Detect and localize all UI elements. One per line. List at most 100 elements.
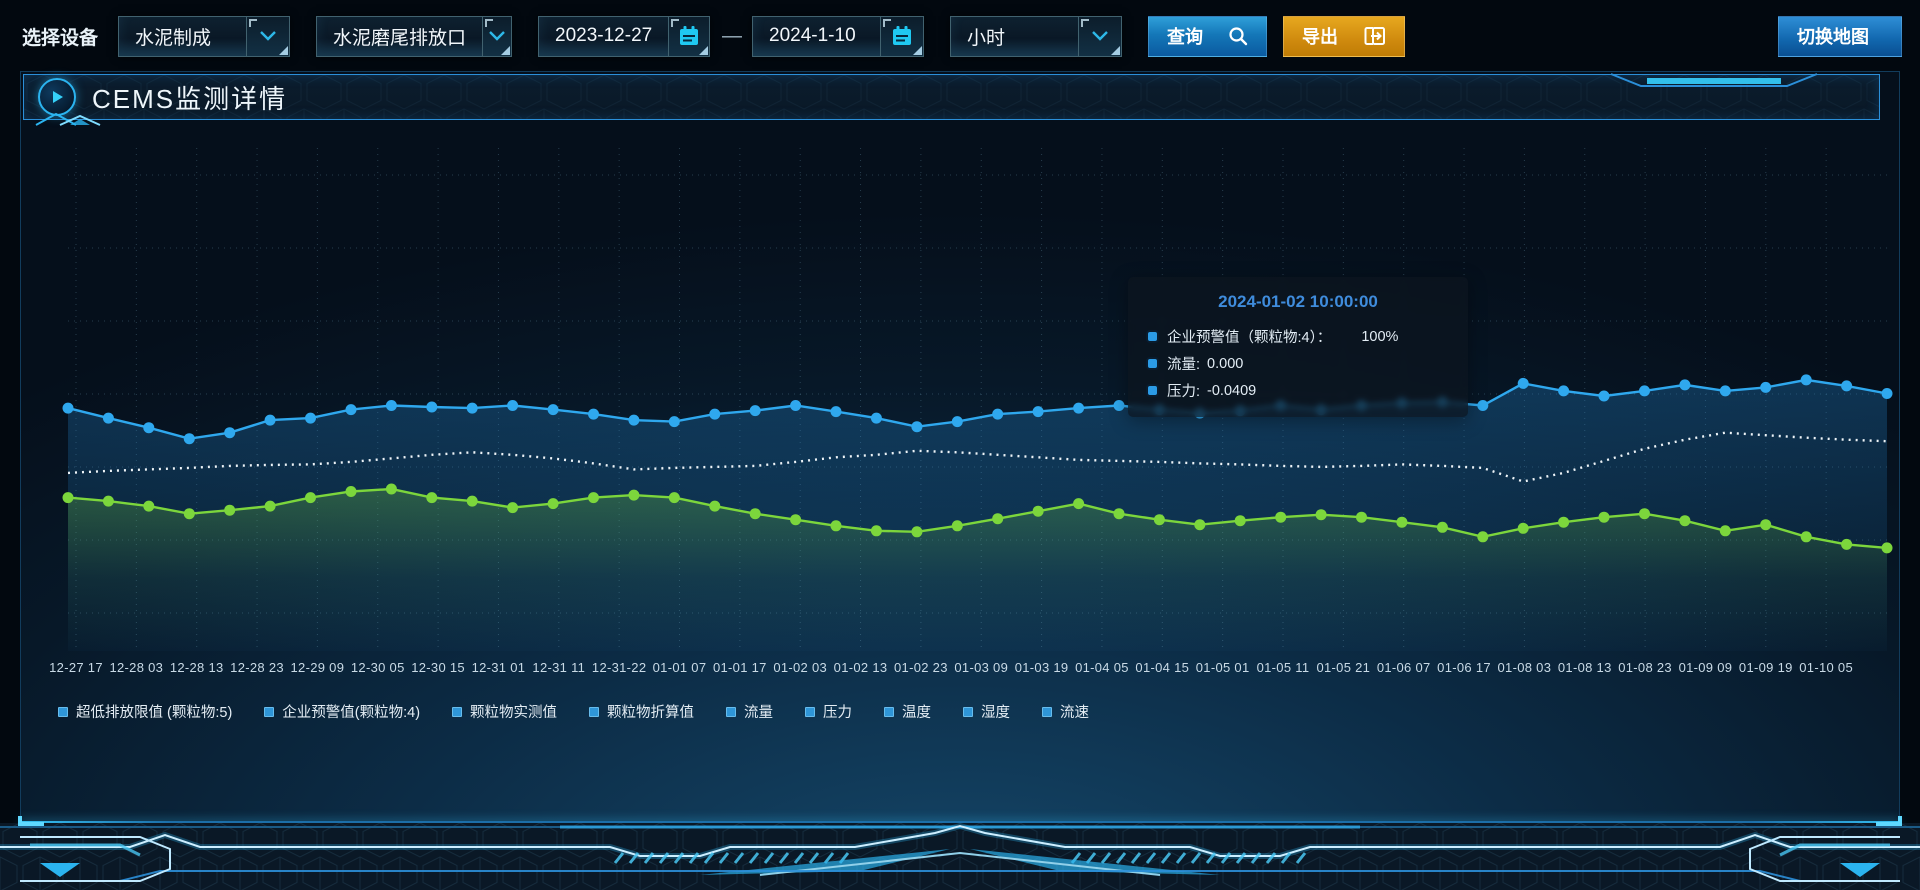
data-point[interactable] [1356,400,1367,411]
data-point[interactable] [1679,379,1691,391]
data-point[interactable] [1356,511,1367,523]
data-point[interactable] [1639,508,1650,520]
interval-dropdown[interactable]: 小时 [950,15,1123,57]
export-button[interactable]: 导出 [1283,15,1406,57]
data-point[interactable] [143,500,155,512]
data-point[interactable] [790,400,802,411]
data-point[interactable] [1881,388,1893,399]
data-point[interactable] [1234,405,1246,417]
legend-item[interactable]: 压力 [805,701,852,722]
data-point[interactable] [1477,531,1489,543]
data-point[interactable] [507,502,519,514]
data-point[interactable] [466,495,478,507]
data-point[interactable] [102,495,114,507]
query-button[interactable]: 查询 [1148,15,1268,57]
data-point[interactable] [426,492,438,504]
data-point[interactable] [305,412,316,424]
data-point[interactable] [1436,521,1448,533]
data-point[interactable] [951,520,963,532]
data-point[interactable] [588,492,599,504]
data-point[interactable] [992,513,1004,525]
data-point[interactable] [224,504,236,516]
data-point[interactable] [1153,404,1165,416]
cems-chart[interactable] [62,148,1893,651]
legend-item[interactable]: 颗粒物折算值 [589,701,694,722]
data-point[interactable] [1194,407,1206,419]
data-point[interactable] [1679,515,1691,527]
data-point[interactable] [1517,522,1529,534]
data-point[interactable] [1396,516,1408,528]
data-point[interactable] [1113,508,1125,520]
data-point[interactable] [547,498,559,510]
calendar-icon[interactable] [668,15,711,57]
data-point[interactable] [507,400,519,411]
data-point[interactable] [668,416,680,428]
data-point[interactable] [1598,511,1610,523]
data-point[interactable] [1113,400,1125,411]
data-point[interactable] [1760,519,1772,531]
data-point[interactable] [62,492,74,504]
data-point[interactable] [911,421,923,433]
data-point[interactable] [749,405,761,417]
data-point[interactable] [1073,402,1085,414]
data-point[interactable] [1841,538,1853,550]
data-point[interactable] [466,402,478,414]
data-point[interactable] [183,508,195,520]
legend-item[interactable]: 流速 [1042,701,1089,722]
data-point[interactable] [102,412,114,424]
switch-map-button[interactable]: 切换地图 [1778,15,1902,57]
data-point[interactable] [183,433,195,445]
data-point[interactable] [911,526,923,538]
data-point[interactable] [1275,400,1287,411]
data-point[interactable] [1477,400,1489,411]
data-point[interactable] [1639,385,1650,397]
data-point[interactable] [264,414,276,426]
legend-item[interactable]: 超低排放限值 (颗粒物:5) [58,701,232,722]
data-point[interactable] [628,414,640,426]
data-point[interactable] [1032,505,1044,517]
data-point[interactable] [1032,406,1044,418]
legend-item[interactable]: 湿度 [963,701,1010,722]
data-point[interactable] [1315,509,1327,521]
data-point[interactable] [628,489,640,501]
data-point[interactable] [426,401,438,413]
data-point[interactable] [1760,381,1772,393]
data-point[interactable] [830,520,842,532]
legend-item[interactable]: 企业预警值(颗粒物:4) [264,701,420,722]
data-point[interactable] [305,492,316,504]
data-point[interactable] [1558,385,1570,397]
data-point[interactable] [1073,498,1085,510]
data-point[interactable] [951,416,963,428]
data-point[interactable] [1396,397,1408,409]
data-point[interactable] [1234,515,1246,527]
data-point[interactable] [385,400,397,411]
data-point[interactable] [1315,404,1327,416]
data-point[interactable] [547,404,559,416]
data-point[interactable] [345,404,357,416]
data-point[interactable] [1800,374,1812,386]
data-point[interactable] [1558,516,1570,528]
data-point[interactable] [1881,542,1893,554]
chevron-down-icon[interactable] [246,15,291,57]
start-date-picker[interactable]: 2023-12-27 [538,15,711,57]
data-point[interactable] [870,525,882,537]
data-point[interactable] [1194,519,1206,531]
data-point[interactable] [588,408,599,420]
data-point[interactable] [992,408,1004,420]
data-point[interactable] [1275,511,1287,523]
data-point[interactable] [709,408,721,420]
outlet-dropdown[interactable]: 水泥磨尾排放口 [316,15,513,57]
data-point[interactable] [668,492,680,504]
chevron-down-icon[interactable] [482,15,513,57]
data-point[interactable] [1436,396,1448,408]
data-point[interactable] [1719,525,1731,537]
data-point[interactable] [1153,514,1165,526]
data-point[interactable] [1800,531,1812,543]
end-date-picker[interactable]: 2024-1-10 [752,15,925,57]
device-dropdown[interactable]: 水泥制成 [118,15,291,57]
legend-item[interactable]: 流量 [726,701,773,722]
legend-item[interactable]: 温度 [884,701,931,722]
calendar-icon[interactable] [880,15,925,57]
data-point[interactable] [345,486,357,497]
data-point[interactable] [1598,390,1610,402]
